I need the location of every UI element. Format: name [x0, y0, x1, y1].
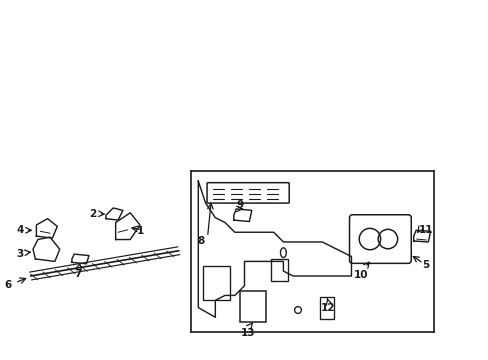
Text: 10: 10 — [353, 270, 367, 280]
Bar — [239, 291, 266, 322]
Text: 3: 3 — [17, 249, 24, 258]
Bar — [319, 297, 334, 319]
Text: 2: 2 — [89, 209, 97, 219]
Text: 4: 4 — [16, 225, 24, 235]
Text: 12: 12 — [320, 303, 335, 313]
Text: 5: 5 — [421, 260, 428, 270]
Text: 7: 7 — [74, 269, 81, 279]
Text: 9: 9 — [236, 201, 243, 210]
Text: 8: 8 — [197, 236, 204, 246]
Text: 13: 13 — [241, 328, 255, 338]
Text: 1: 1 — [136, 226, 143, 236]
Bar — [203, 266, 229, 300]
Bar — [271, 259, 287, 281]
Text: 11: 11 — [418, 225, 432, 235]
Text: 6: 6 — [5, 280, 12, 290]
